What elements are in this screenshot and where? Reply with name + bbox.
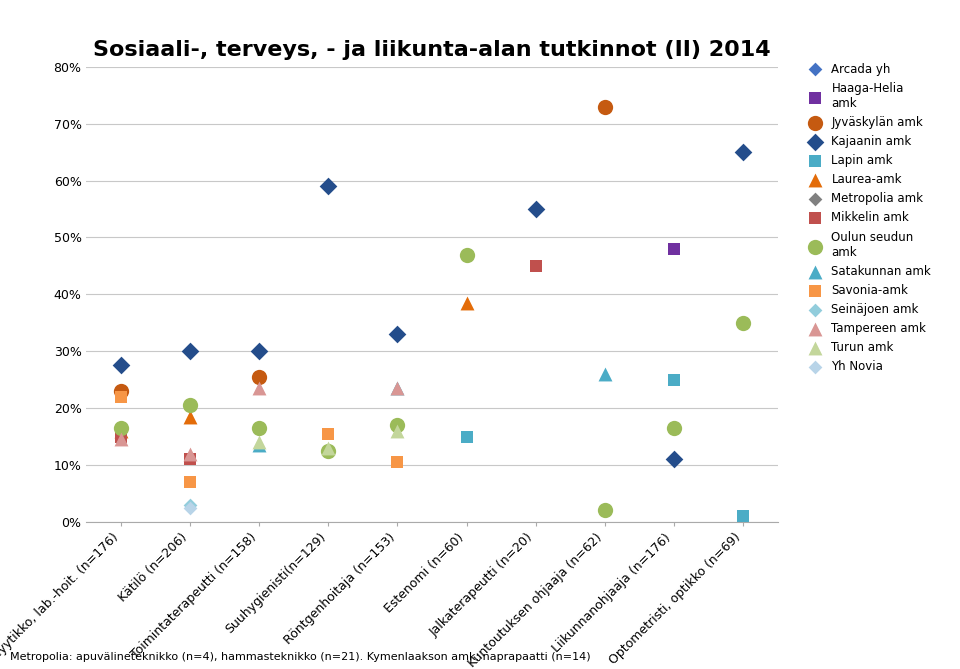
Turun amk bbox=[252, 437, 267, 448]
Jyväskylän amk bbox=[597, 101, 612, 112]
Tampereen amk bbox=[182, 448, 198, 459]
Kajaanin amk bbox=[321, 181, 336, 191]
Kajaanin amk bbox=[390, 328, 405, 339]
Lapin amk bbox=[735, 511, 751, 522]
Tampereen amk bbox=[252, 383, 267, 393]
Jyväskylän amk bbox=[252, 371, 267, 382]
Legend: Arcada yh, Haaga-Helia
amk, Jyväskylän amk, Kajaanin amk, Lapin amk, Laurea-amk,: Arcada yh, Haaga-Helia amk, Jyväskylän a… bbox=[799, 58, 936, 378]
Haaga-Helia
amk bbox=[666, 244, 682, 254]
Kajaanin amk bbox=[182, 346, 198, 357]
Satakunnan amk bbox=[252, 440, 267, 450]
Savonia-amk bbox=[390, 457, 405, 468]
Kajaanin amk bbox=[666, 454, 682, 464]
Laurea-amk bbox=[113, 425, 129, 436]
Laurea-amk bbox=[182, 411, 198, 422]
Savonia-amk bbox=[113, 391, 129, 402]
Kajaanin amk bbox=[252, 346, 267, 357]
Kajaanin amk bbox=[735, 147, 751, 157]
Jyväskylän amk bbox=[113, 385, 129, 396]
Oulun seudun
amk bbox=[252, 423, 267, 434]
Satakunnan amk bbox=[390, 383, 405, 393]
Oulun seudun
amk bbox=[597, 505, 612, 516]
Savonia-amk bbox=[321, 428, 336, 439]
Oulun seudun
amk bbox=[459, 250, 474, 260]
Mikkelin amk bbox=[528, 260, 543, 272]
Oulun seudun
amk bbox=[390, 420, 405, 431]
Turun amk bbox=[390, 425, 405, 436]
Oulun seudun
amk bbox=[321, 446, 336, 456]
Seinäjoen amk bbox=[182, 499, 198, 510]
Kajaanin amk bbox=[113, 360, 129, 371]
Oulun seudun
amk bbox=[666, 423, 682, 434]
Text: Metropolia: apuvälineteknikko (n=4), hammasteknikko (n=21). Kymenlaakson amk: na: Metropolia: apuvälineteknikko (n=4), ham… bbox=[10, 652, 590, 662]
Lapin amk bbox=[666, 375, 682, 385]
Lapin amk bbox=[459, 431, 474, 442]
Savonia-amk bbox=[182, 476, 198, 487]
Tampereen amk bbox=[113, 434, 129, 445]
Satakunnan amk bbox=[597, 369, 612, 379]
Laurea-amk bbox=[459, 298, 474, 308]
Turun amk bbox=[321, 443, 336, 454]
Oulun seudun
amk bbox=[735, 318, 751, 328]
Title: Sosiaali-, terveys, - ja liikunta-alan tutkinnot (II) 2014: Sosiaali-, terveys, - ja liikunta-alan t… bbox=[93, 39, 771, 60]
Oulun seudun
amk bbox=[182, 400, 198, 411]
Mikkelin amk bbox=[113, 431, 129, 442]
Yh Novia bbox=[182, 502, 198, 513]
Kajaanin amk bbox=[528, 203, 543, 214]
Tampereen amk bbox=[390, 383, 405, 393]
Oulun seudun
amk bbox=[113, 423, 129, 434]
Mikkelin amk bbox=[182, 454, 198, 464]
